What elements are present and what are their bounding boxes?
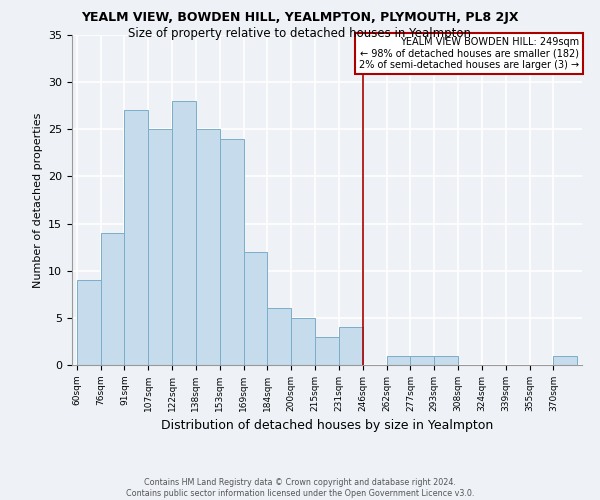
Bar bbox=[124, 110, 148, 365]
Bar bbox=[553, 356, 577, 365]
Bar bbox=[244, 252, 268, 365]
Bar bbox=[196, 130, 220, 365]
Y-axis label: Number of detached properties: Number of detached properties bbox=[32, 112, 43, 288]
Bar bbox=[339, 328, 363, 365]
Bar bbox=[386, 356, 410, 365]
Text: Size of property relative to detached houses in Yealmpton: Size of property relative to detached ho… bbox=[128, 28, 472, 40]
Bar bbox=[315, 336, 339, 365]
Bar bbox=[410, 356, 434, 365]
Bar bbox=[172, 101, 196, 365]
Text: YEALM VIEW, BOWDEN HILL, YEALMPTON, PLYMOUTH, PL8 2JX: YEALM VIEW, BOWDEN HILL, YEALMPTON, PLYM… bbox=[81, 11, 519, 24]
Text: YEALM VIEW BOWDEN HILL: 249sqm
← 98% of detached houses are smaller (182)
2% of : YEALM VIEW BOWDEN HILL: 249sqm ← 98% of … bbox=[359, 36, 580, 70]
Text: Contains HM Land Registry data © Crown copyright and database right 2024.
Contai: Contains HM Land Registry data © Crown c… bbox=[126, 478, 474, 498]
Bar bbox=[148, 130, 172, 365]
X-axis label: Distribution of detached houses by size in Yealmpton: Distribution of detached houses by size … bbox=[161, 420, 493, 432]
Bar bbox=[220, 138, 244, 365]
Bar bbox=[77, 280, 101, 365]
Bar bbox=[101, 233, 124, 365]
Bar bbox=[434, 356, 458, 365]
Bar bbox=[291, 318, 315, 365]
Bar bbox=[268, 308, 291, 365]
